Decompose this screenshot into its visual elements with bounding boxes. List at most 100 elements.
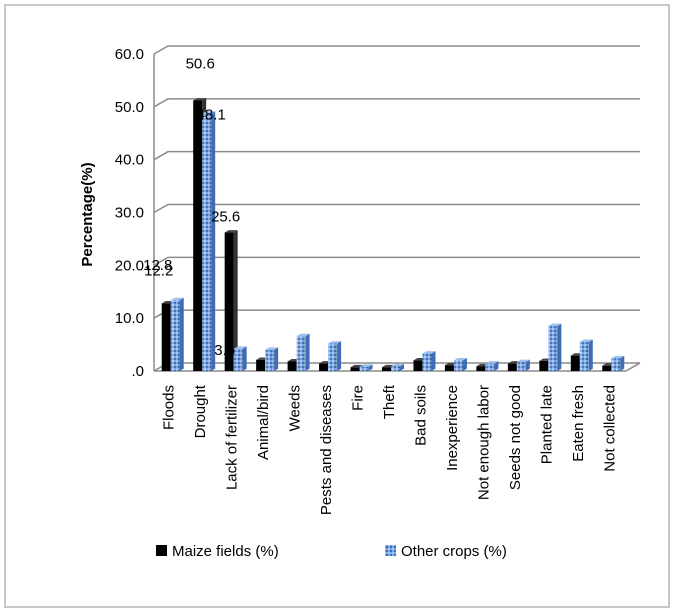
bar-side [211,111,216,371]
bar-other-crops [391,363,404,371]
bar-shade [202,113,212,372]
bar-other-crops [485,361,499,371]
bar-side [462,358,467,371]
bar-shade [265,349,275,371]
bar-top [328,341,342,344]
legend-swatch [156,545,167,556]
bar-top [170,297,184,301]
bar-side [557,323,562,371]
bar-front [224,232,234,371]
gridline [153,150,640,161]
x-category-label: Not collected [601,385,618,472]
y-tick-label: 10.0 [115,310,144,327]
bar-chart: .0 10.0 20.0 30.0 40.0 50.0 60.0 Floods Drought… [79,45,641,560]
bar-side [242,346,247,371]
bar-top [296,333,310,337]
x-category-label: Drought [192,384,209,438]
bar-top [391,363,404,367]
bar-side [233,230,238,371]
legend: Maize fields (%) Other crops (%) [156,543,507,560]
x-category-label: Inexperience [444,385,461,471]
bar-maize [224,230,238,371]
bar-top [579,339,593,342]
bar-shade [611,358,621,371]
bar-side [525,359,530,371]
bar-side [400,363,404,371]
x-category-label: Floods [161,385,178,430]
bar-top [548,323,562,327]
bar-side [494,361,499,371]
bar-shade [485,363,495,371]
bar-top [359,364,373,367]
bar-top [611,355,625,359]
bar-shade [296,336,306,371]
bar-side [274,347,279,371]
bar-other-crops [611,355,625,371]
bar-front [256,359,266,371]
legend-item: Maize fields (%) [156,543,279,560]
x-category-label: Lack of fertilizer [224,385,241,490]
gridlines [153,45,640,372]
bar-other-crops [579,339,593,371]
gridline [153,45,640,55]
bar-side [179,297,184,371]
legend-swatch [385,545,396,556]
gridline [153,98,640,108]
y-tick-label: 60.0 [115,46,144,63]
bar-other-crops [170,297,184,371]
bar-side [431,351,436,371]
bar-front [476,366,486,371]
data-label: 12.8 [143,257,172,274]
bar-top [485,361,499,364]
x-category-label: Theft [381,384,398,419]
bar-other-crops [516,359,530,371]
bar-side [620,355,625,371]
bar-front [570,355,580,371]
x-category-label: Not enough labor [475,385,492,500]
labels: Floods Drought Lack of fertilizer Animal/bi… [143,55,618,515]
bar-other-crops [422,351,436,371]
bar-front [350,367,360,371]
bar-front [507,363,517,371]
y-axis-title: Percentage(%) [79,162,96,266]
bar-other-crops [202,111,216,372]
bar-other-crops [233,346,247,371]
bar-other-crops [359,364,373,371]
bar-shade [359,366,369,371]
x-category-label: Bad soils [412,385,429,446]
bar-front [287,361,297,371]
y-tick-label: 50.0 [115,99,144,116]
bar-top [233,346,247,349]
bar-other-crops [328,341,342,371]
y-tick-label: .0 [131,363,144,380]
y-tick-label: 20.0 [115,257,144,274]
x-category-label: Seeds not good [507,385,524,490]
floor-edge [625,362,641,372]
x-category-label: Fire [350,385,367,411]
bar-front [539,360,549,371]
data-label: 3.6 [214,342,235,359]
bar-front [382,367,391,371]
bar-top [224,230,238,233]
bar-shade [516,361,526,371]
y-tick-label: 30.0 [115,205,144,222]
x-category-label: Weeds [287,385,304,431]
legend-item: Other crops (%) [385,543,507,560]
bar-other-crops [548,323,562,371]
x-category-label: Planted late [538,385,555,464]
bar-top [453,358,467,361]
bar-front [444,365,454,371]
data-label: 12.2 [144,262,173,279]
x-category-label: Eaten fresh [570,385,587,462]
bar-shade [422,353,432,371]
x-category-label: Pests and diseases [318,385,335,515]
bar-front [413,360,423,371]
x-category-label: Animal/bird [255,385,272,460]
gridline [153,203,640,214]
bar-shade [453,360,463,371]
bar-side [337,341,342,371]
bar-side [588,339,593,371]
bar-top [265,347,279,350]
chart-frame: .0 10.0 20.0 30.0 40.0 50.0 60.0 Floods Drought… [4,4,670,608]
bar-side [368,364,373,371]
